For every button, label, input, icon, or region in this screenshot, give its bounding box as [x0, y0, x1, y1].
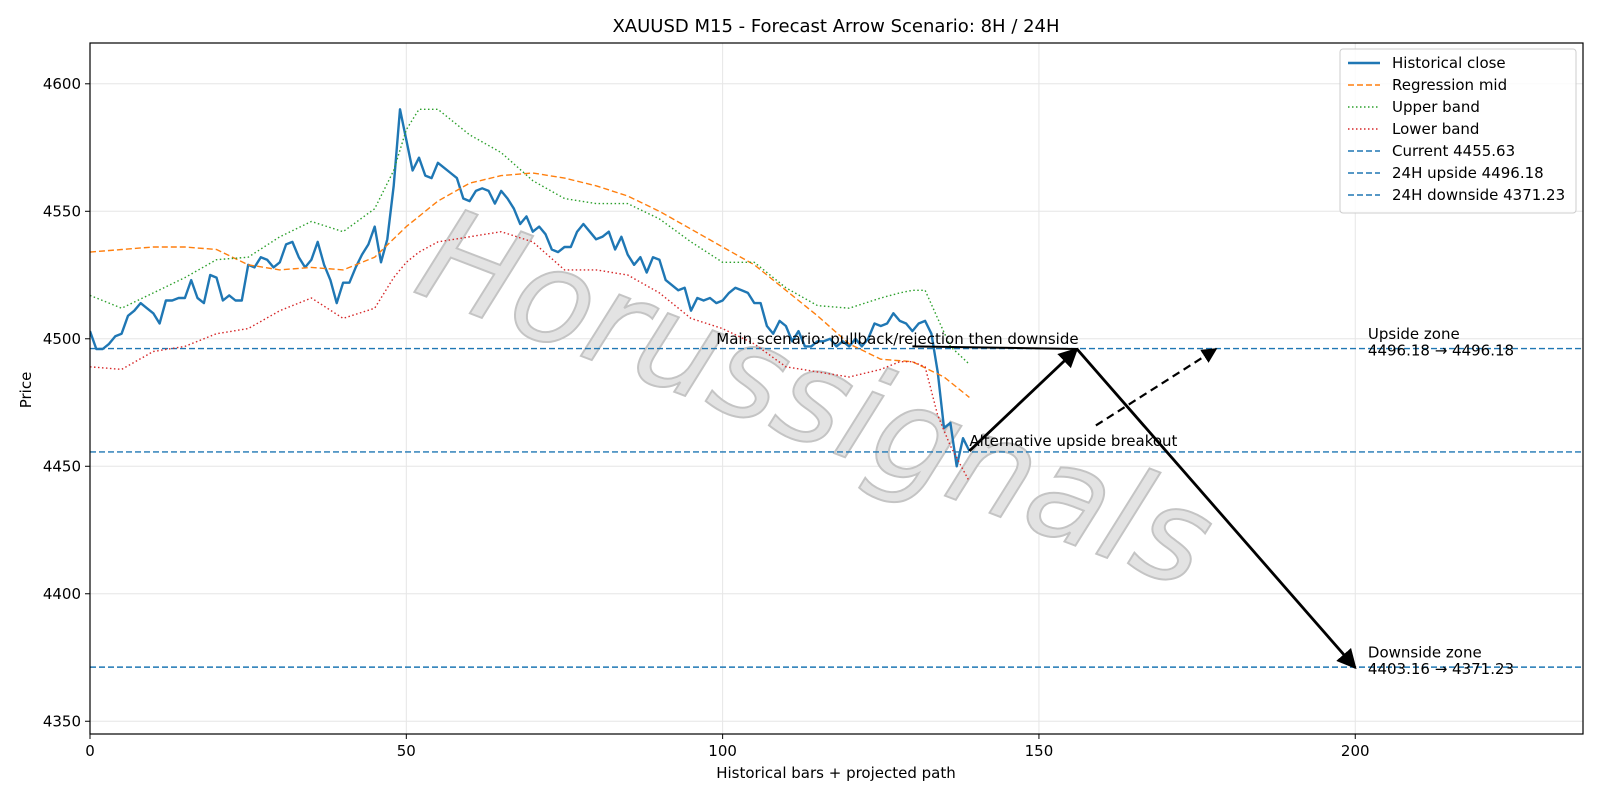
annotation-1: Alternative upside breakout [969, 432, 1177, 450]
x-tick-label: 50 [397, 742, 416, 760]
series-line-2 [90, 108, 970, 365]
annotation-4: Downside zone [1368, 644, 1482, 662]
annotations: Main scenario: pullback/rejection then d… [716, 325, 1514, 678]
x-tick-label: 200 [1341, 742, 1370, 760]
plot-frame [89, 42, 1584, 735]
y-tick-label: 4400 [43, 585, 81, 603]
annotation-2: Upside zone [1368, 325, 1460, 343]
horizontal-lines [90, 347, 1583, 668]
legend-entry: Historical close [1392, 54, 1506, 72]
arrow-main-line [912, 345, 1077, 350]
y-axis-label: Price [17, 372, 35, 409]
annotation-5: 4403.16 → 4371.23 [1368, 660, 1514, 678]
x-tick-label: 100 [708, 742, 737, 760]
annotation-3: 4496.18 → 4496.18 [1368, 341, 1514, 359]
x-tick-label: 0 [85, 742, 95, 760]
arrow-main-leg-2 [1075, 348, 1357, 670]
y-tick-label: 4600 [43, 75, 81, 93]
chart-title: XAUUSD M15 - Forecast Arrow Scenario: 8H… [612, 16, 1059, 37]
legend-entry: Current 4455.63 [1392, 142, 1515, 160]
x-axis: 0 50 100 150 200 [85, 734, 1370, 760]
series-line-1 [90, 172, 970, 398]
y-tick-label: 4550 [43, 202, 81, 220]
series-layer [90, 108, 971, 482]
y-axis: 4350 4400 4450 4500 4550 4600 [43, 75, 90, 730]
legend-entry: 24H downside 4371.23 [1392, 186, 1565, 204]
series-line-0 [90, 108, 971, 468]
legend-entry: 24H upside 4496.18 [1392, 164, 1544, 182]
legend: Historical close Regression mid Upper band… [1339, 48, 1577, 214]
y-tick-label: 4450 [43, 457, 81, 475]
legend-box [1339, 48, 1577, 214]
y-tick-label: 4350 [43, 712, 81, 730]
watermark: Horussignals [399, 177, 1233, 619]
series-line-3 [90, 230, 971, 482]
x-tick-label: 150 [1025, 742, 1054, 760]
x-axis-label: Historical bars + projected path [716, 764, 956, 782]
y-tick-label: 4500 [43, 330, 81, 348]
arrow-alternative [1095, 348, 1218, 427]
arrows-layer [912, 345, 1357, 670]
watermark-text: Horussignals [400, 178, 1232, 618]
legend-entry: Lower band [1392, 120, 1479, 138]
arrow-main-leg-1 [968, 347, 1079, 452]
annotation-0: Main scenario: pullback/rejection then d… [716, 330, 1078, 348]
legend-entry: Upper band [1392, 98, 1480, 116]
legend-entry: Regression mid [1392, 76, 1507, 94]
grid [89, 43, 1583, 734]
